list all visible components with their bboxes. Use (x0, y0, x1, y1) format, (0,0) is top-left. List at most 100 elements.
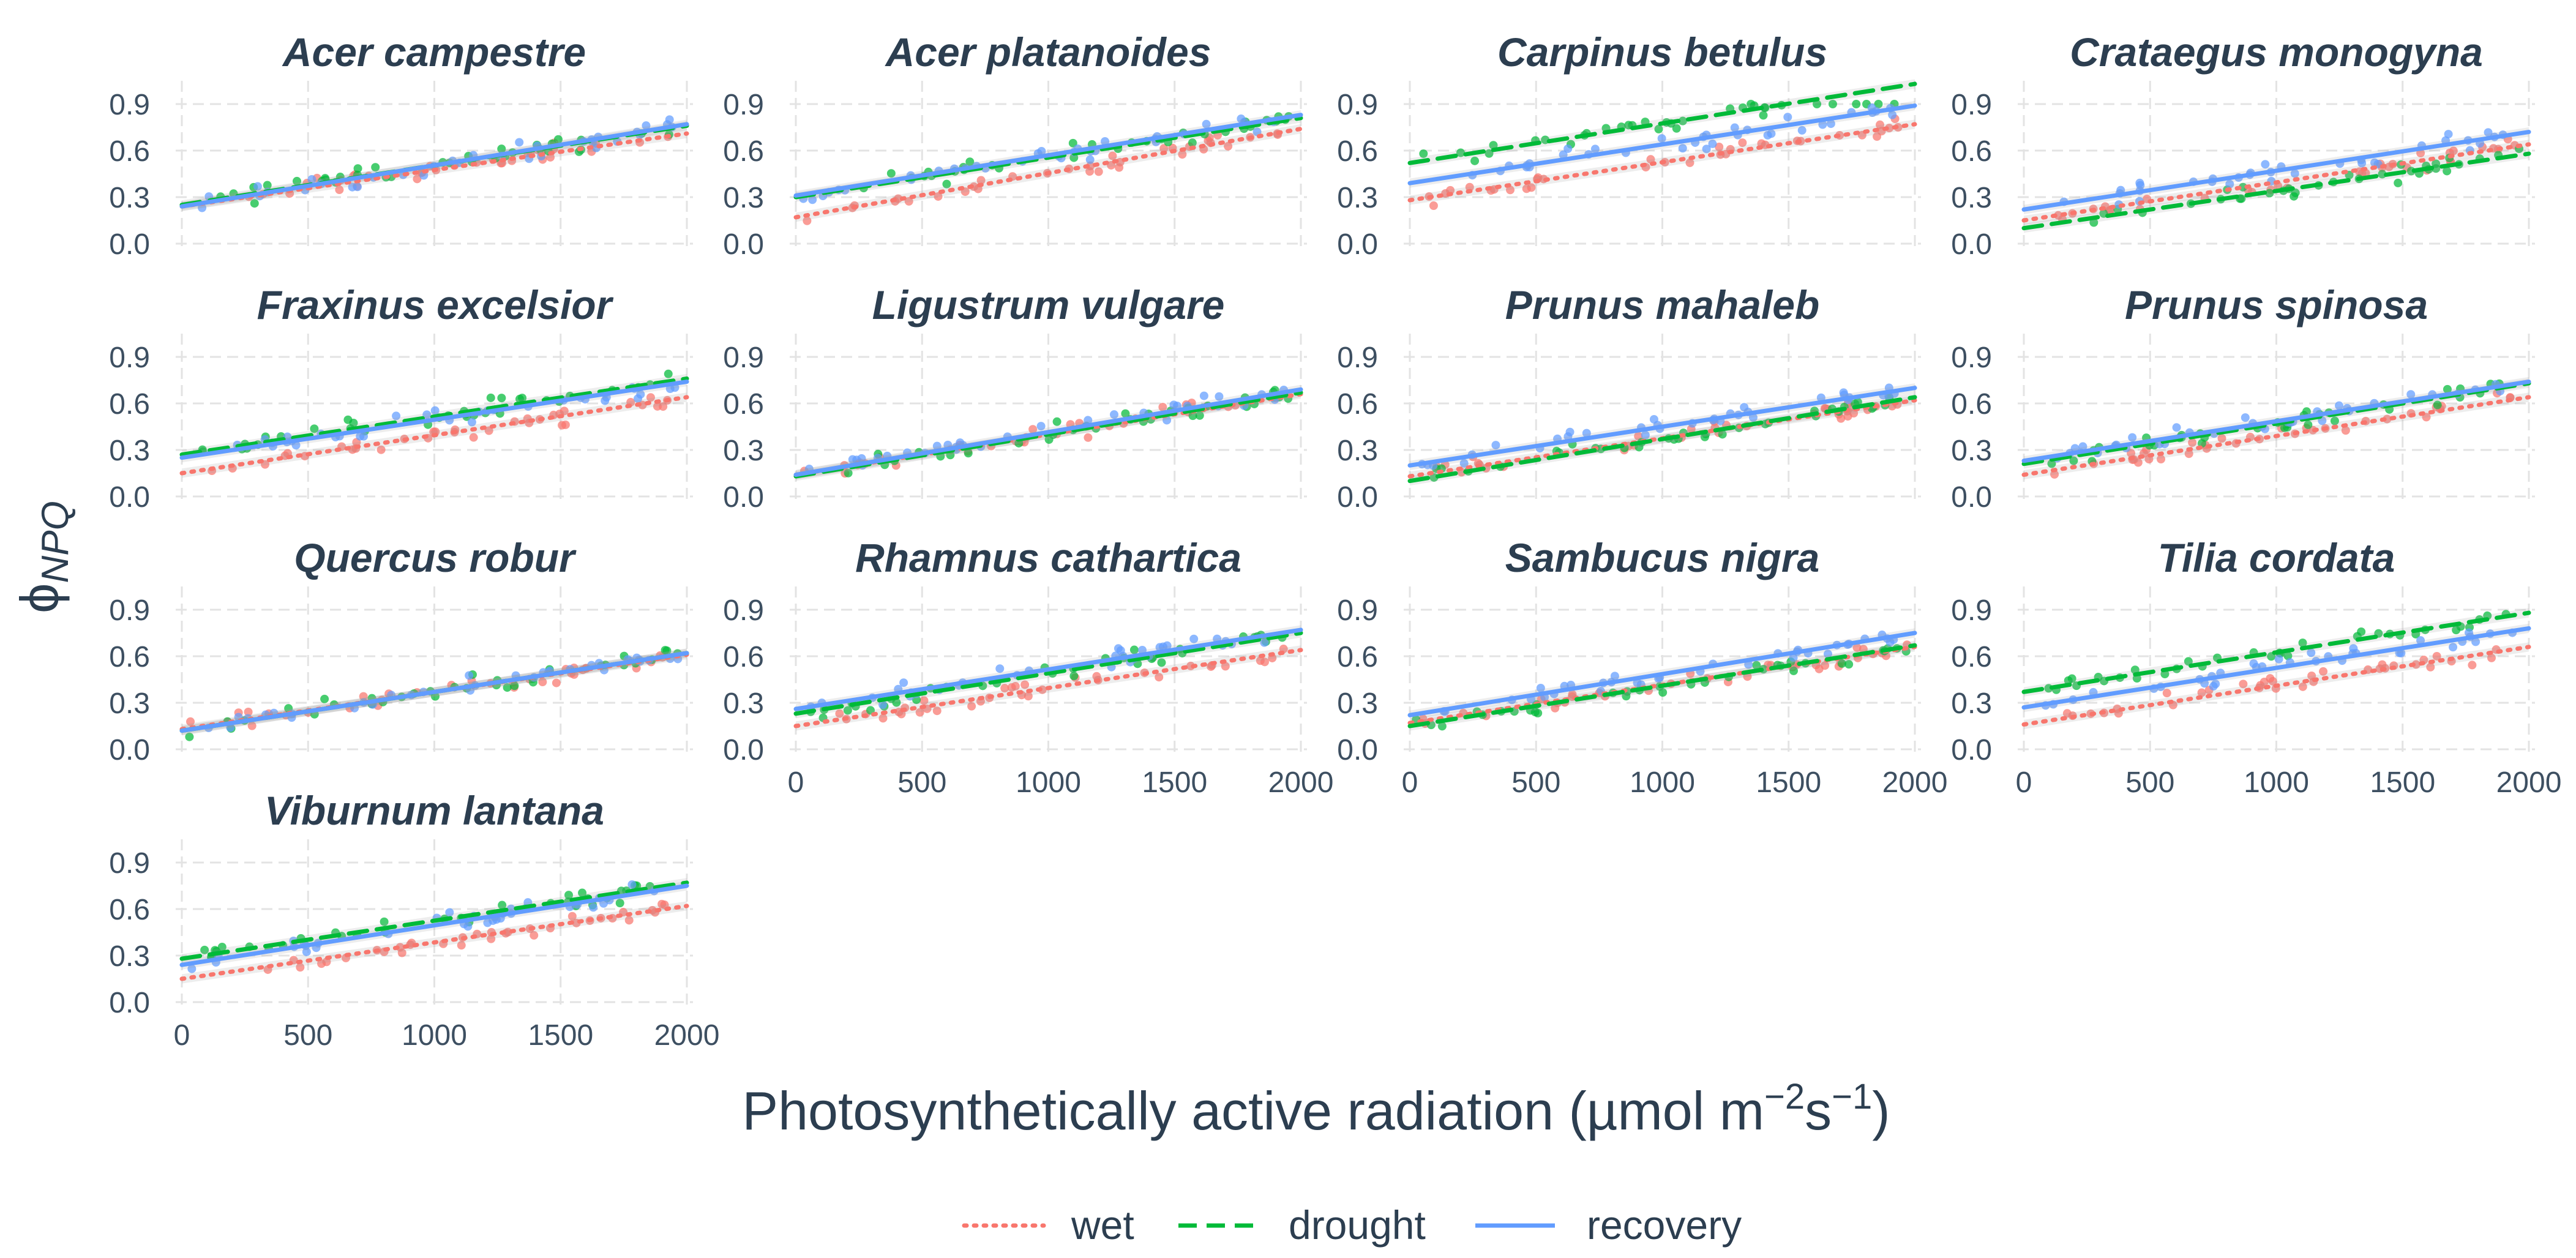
data-point-drought (1844, 660, 1854, 669)
data-point-recovery (467, 417, 476, 427)
data-point-wet (1715, 143, 1724, 152)
data-point-recovery (307, 175, 316, 184)
fit-line-wet (179, 131, 689, 209)
data-point-drought (310, 424, 319, 433)
fit-line-recovery (179, 651, 689, 733)
data-point-recovery (2290, 169, 2299, 178)
fit-line-recovery (179, 883, 689, 967)
y-tick-label: 0.0 (1337, 228, 1378, 261)
data-point-recovery (1708, 139, 1717, 148)
x-tick-label: 2000 (1882, 766, 1948, 799)
data-point-wet (919, 696, 929, 705)
data-point-drought (498, 900, 507, 910)
data-point-wet (1738, 138, 1747, 148)
data-point-wet (1178, 150, 1187, 159)
y-tick-label: 0.3 (723, 687, 764, 720)
x-tick-label: 1000 (1630, 766, 1695, 799)
panel: Crataegus monogyna 0.0 0.3 0.6 0.9 (1951, 29, 2535, 261)
fit-line-wet (179, 904, 689, 981)
fit-line-drought (1407, 81, 1917, 165)
data-point-recovery (392, 411, 401, 421)
data-point-wet (835, 709, 844, 718)
y-tick-label: 0.0 (1951, 481, 1992, 514)
data-point-drought (2452, 626, 2461, 635)
x-tick-label: 1500 (1142, 766, 1207, 799)
x-tick-label: 2000 (1268, 766, 1334, 799)
data-point-wet (1000, 684, 1009, 693)
panel: Quercus robur 0.0 0.3 0.6 0.9 (109, 535, 693, 766)
fit-line-recovery (1407, 103, 1917, 185)
data-point-wet (2157, 455, 2166, 464)
y-tick-label: 0.9 (723, 342, 764, 374)
data-point-recovery (515, 138, 524, 147)
data-point-wet (1506, 185, 1515, 195)
data-point-drought (1419, 149, 1428, 159)
y-tick-label: 0.6 (109, 894, 150, 926)
panel: Tilia cordata 0.0 0.3 0.6 0.9 0 500 1000 1500 200… (1951, 535, 2561, 799)
data-point-recovery (2397, 648, 2406, 657)
y-tick-label: 0.9 (1951, 342, 1992, 374)
fit-line-recovery (793, 387, 1303, 477)
data-point-wet (186, 717, 195, 726)
data-point-recovery (1491, 441, 1500, 450)
y-tick-label: 0.9 (109, 89, 150, 121)
fit-line-wet (2021, 142, 2531, 223)
y-tick-label: 0.3 (109, 435, 150, 467)
data-point-recovery (1202, 119, 1211, 129)
data-point-wet (1084, 433, 1093, 442)
fit-line-recovery (793, 113, 1303, 198)
data-point-drought (518, 394, 527, 403)
data-point-recovery (463, 922, 473, 931)
data-point-drought (2330, 416, 2339, 425)
data-point-drought (553, 135, 563, 144)
data-point-wet (967, 702, 976, 711)
data-point-drought (1188, 411, 1197, 421)
data-point-wet (2184, 449, 2193, 459)
data-point-drought (2433, 400, 2442, 410)
y-tick-label: 0.9 (1337, 594, 1378, 627)
data-point-recovery (995, 664, 1005, 673)
fit-line-recovery (1407, 631, 1917, 717)
y-tick-label: 0.3 (109, 940, 150, 973)
data-point-drought (1852, 100, 1861, 108)
fit-line-recovery (2021, 626, 2531, 710)
panel-title: Ligustrum vulgare (872, 282, 1225, 328)
x-tick-label: 1500 (2370, 766, 2435, 799)
data-point-recovery (1109, 410, 1118, 419)
data-point-recovery (2128, 433, 2137, 442)
data-point-wet (1224, 141, 1233, 151)
fit-line-drought (179, 376, 689, 457)
data-point-drought (1470, 156, 1480, 165)
data-point-drought (292, 176, 301, 185)
y-tick-label: 0.3 (1951, 182, 1992, 214)
data-point-wet (413, 174, 422, 184)
fit-line-recovery (179, 122, 689, 209)
data-point-recovery (2307, 648, 2316, 657)
panel: Prunus spinosa 0.0 0.3 0.6 0.9 (1951, 282, 2535, 514)
data-point-wet (1108, 151, 1117, 160)
y-axis-title: ϕNPQ (9, 501, 77, 613)
data-point-wet (2162, 689, 2171, 698)
y-tick-label: 0.3 (1337, 687, 1378, 720)
y-tick-label: 0.9 (109, 847, 150, 880)
data-point-recovery (2261, 160, 2270, 169)
data-point-drought (2283, 651, 2293, 661)
data-point-recovery (2449, 643, 2458, 652)
data-point-drought (1044, 435, 1054, 444)
data-point-wet (296, 963, 305, 972)
data-point-wet (1821, 661, 1830, 670)
data-point-wet (1028, 425, 1038, 434)
legend-wet-label: wet (1071, 1202, 1134, 1248)
x-tick-label: 0 (1402, 766, 1418, 799)
data-point-drought (1437, 722, 1447, 731)
data-point-drought (1813, 100, 1822, 108)
fit-line-drought (179, 880, 689, 961)
data-point-recovery (1885, 638, 1895, 647)
data-point-drought (497, 144, 506, 154)
data-point-wet (2062, 709, 2072, 718)
panel-title: Acer campestre (282, 29, 586, 75)
data-point-drought (1874, 100, 1883, 108)
y-tick-label: 0.0 (1951, 734, 1992, 766)
data-point-wet (1843, 412, 1852, 421)
data-point-recovery (808, 195, 817, 204)
